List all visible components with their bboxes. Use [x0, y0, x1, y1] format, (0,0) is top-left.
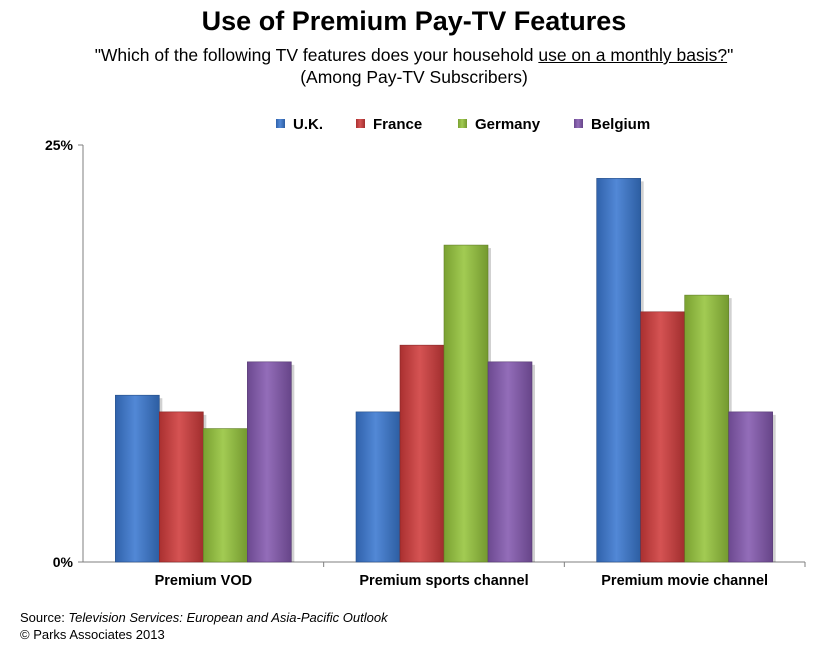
- bar-uk-3: [596, 178, 641, 563]
- legend-swatch: [276, 119, 285, 128]
- source-note: Source: Television Services: European an…: [20, 609, 388, 643]
- subtitle-line-1: "Which of the following TV features does…: [0, 44, 828, 66]
- x-category-label: Premium movie channel: [601, 573, 768, 589]
- source-title: Television Services: European and Asia-P…: [68, 610, 388, 625]
- x-category-label: Premium sports channel: [359, 573, 528, 589]
- bar-france-2: [399, 344, 445, 563]
- legend-swatch: [356, 119, 365, 128]
- legend-label: France: [373, 116, 422, 133]
- legend-label: Belgium: [591, 116, 650, 133]
- bar-belgium-1: [247, 361, 292, 563]
- bar-uk-2: [355, 411, 401, 563]
- x-category-label: Premium VOD: [155, 573, 253, 589]
- source-label: Source:: [20, 610, 69, 625]
- bar-germany-1: [203, 428, 248, 563]
- bar-belgium-2: [487, 361, 533, 563]
- y-tick-label: 0%: [53, 554, 74, 570]
- subtitle-line-2: (Among Pay-TV Subscribers): [300, 67, 528, 87]
- bar-france-1: [159, 411, 204, 563]
- subtitle-suffix: ": [727, 45, 734, 65]
- subtitle-underlined: use on a monthly basis?: [538, 45, 728, 65]
- legend-swatch: [574, 119, 583, 128]
- legend-swatch: [458, 119, 467, 128]
- source-line: Source: Television Services: European an…: [20, 609, 388, 626]
- bar-belgium-3: [728, 411, 773, 563]
- subtitle-prefix: "Which of the following TV features does…: [94, 45, 539, 65]
- chart-subtitle: "Which of the following TV features does…: [0, 44, 828, 88]
- legend-label: Germany: [475, 116, 541, 133]
- copyright: © Parks Associates 2013: [20, 627, 165, 642]
- y-tick-label: 25%: [45, 137, 74, 153]
- bar-germany-2: [443, 244, 489, 563]
- chart-title: Use of Premium Pay-TV Features: [201, 6, 627, 36]
- bar-germany-3: [684, 294, 729, 563]
- legend-label: U.K.: [293, 116, 323, 133]
- bar-france-3: [640, 311, 685, 563]
- bar-uk-1: [115, 394, 160, 563]
